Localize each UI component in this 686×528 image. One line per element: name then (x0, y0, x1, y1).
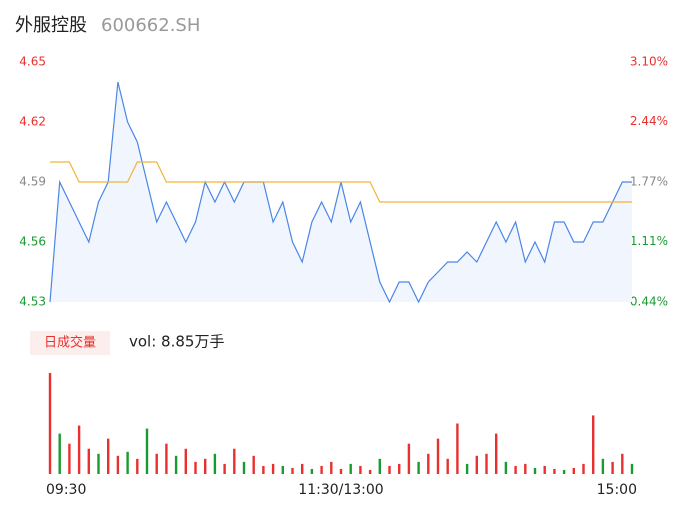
x-tick-label: 11:30/13:00 (298, 482, 383, 498)
volume-bar (223, 463, 226, 474)
volume-bar (136, 458, 139, 474)
y-tick-label: 4.62 (19, 115, 46, 129)
volume-bar (184, 448, 187, 474)
volume-bar (213, 453, 217, 474)
volume-bar (446, 458, 449, 474)
volume-bar (407, 443, 411, 474)
volume-bar (301, 463, 304, 474)
volume-bar (524, 463, 527, 474)
volume-bar (58, 433, 61, 474)
volume-bar (388, 465, 391, 474)
volume-bar (281, 465, 284, 474)
volume-bar (456, 423, 459, 474)
y2-tick-label: 3.10% (630, 55, 668, 69)
y2-tick-label: 0.44% (630, 295, 668, 309)
volume-bar (155, 453, 158, 474)
volume-bar (339, 468, 343, 474)
price-area (50, 82, 632, 302)
volume-bar (194, 461, 197, 474)
volume-bar (174, 455, 178, 474)
y-tick-label: 4.59 (19, 175, 46, 189)
volume-bar (310, 468, 314, 474)
volume-bar (233, 448, 236, 474)
volume-bar (417, 461, 420, 474)
volume-badge: 日成交量 (44, 335, 96, 351)
x-tick-label: 09:30 (46, 482, 86, 498)
volume-bar (242, 461, 246, 474)
volume-bar (611, 461, 614, 474)
volume-bar (48, 373, 52, 474)
volume-bar (349, 463, 352, 474)
volume-bar (427, 453, 430, 474)
stock-name: 外服控股 (15, 15, 87, 36)
volume-bar (504, 461, 508, 474)
volume-bar (621, 453, 624, 474)
volume-bar (330, 461, 333, 474)
volume-bar (252, 455, 255, 474)
volume-bar (165, 443, 168, 474)
volume-bar (378, 458, 381, 474)
volume-bar (359, 465, 362, 474)
volume-bar (592, 415, 595, 474)
volume-bar (204, 458, 207, 474)
volume-bar (271, 463, 275, 474)
volume-bar (126, 451, 129, 474)
y2-tick-label: 1.77% (630, 175, 668, 189)
volume-bar (485, 453, 488, 474)
volume-bar (475, 455, 478, 474)
volume-bar (533, 467, 537, 474)
volume-bar (68, 443, 71, 474)
volume-bar (601, 458, 605, 474)
volume-bar (97, 453, 100, 474)
volume-bar (116, 455, 120, 474)
y2-tick-label: 1.11% (630, 234, 668, 248)
volume-bar (553, 468, 556, 474)
volume-bar (495, 433, 498, 474)
volume-bar (368, 469, 372, 474)
volume-bar (562, 469, 566, 474)
volume-bar (87, 448, 90, 474)
stock-code: 600662.SH (101, 15, 200, 36)
volume-bar (465, 463, 469, 474)
volume-bar (320, 465, 323, 474)
y2-tick-label: 2.44% (630, 114, 668, 128)
volume-bar (145, 428, 149, 474)
volume-bar (630, 463, 634, 474)
volume-bar (572, 467, 575, 474)
x-tick-label: 15:00 (597, 482, 637, 498)
volume-bar (291, 467, 294, 474)
badge-bg (30, 331, 110, 355)
y-tick-label: 4.56 (19, 235, 46, 249)
volume-bar (436, 438, 440, 474)
average-line (50, 161, 632, 203)
volume-bar (262, 465, 265, 474)
volume-bar (107, 438, 110, 474)
volume-bar (514, 465, 517, 474)
y-tick-label: 4.53 (19, 295, 46, 309)
volume-bar (582, 463, 585, 474)
volume-text: vol: 8.85万手 (129, 333, 224, 351)
y-tick-label: 4.65 (19, 55, 46, 69)
volume-bar (398, 463, 401, 474)
volume-bar (77, 425, 81, 474)
volume-bar (543, 465, 546, 474)
